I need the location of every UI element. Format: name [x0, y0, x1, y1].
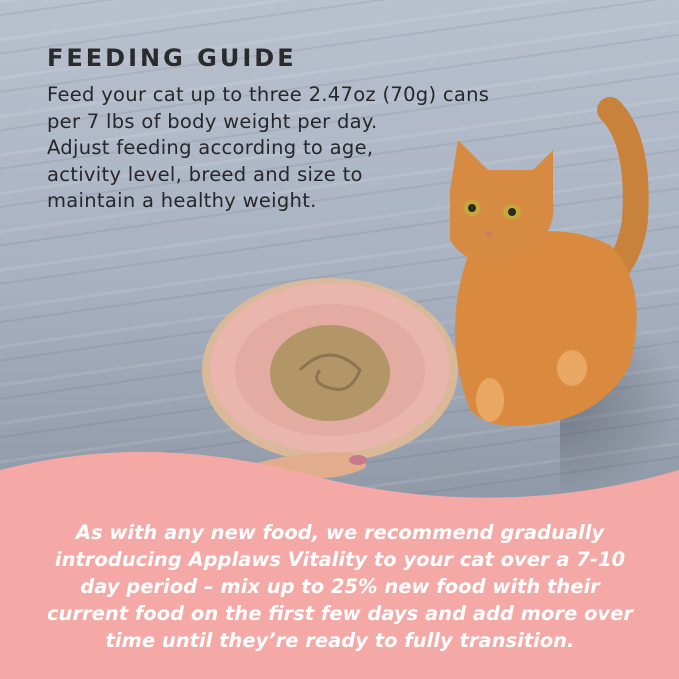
feeding-guide-line: activity level, breed and size to	[47, 162, 363, 186]
transition-note-line: time until they’re ready to fully transi…	[105, 629, 575, 652]
orange-tabby-cat	[450, 97, 649, 426]
transition-note-line: current food on the first few days and a…	[47, 602, 633, 625]
feeding-guide-line: per 7 lbs of body weight per day.	[47, 109, 378, 133]
cat-food-patty	[270, 325, 390, 421]
transition-note-line: day period – mix up to 25% new food with…	[80, 575, 600, 598]
feeding-guide-title: FEEDING GUIDE	[47, 44, 297, 72]
transition-note-line: introducing Applaws Vitality to your cat…	[54, 548, 626, 571]
transition-note: As with any new food, we recommend gradu…	[40, 519, 640, 654]
feeding-guide-line: Adjust feeding according to age,	[47, 136, 374, 159]
feeding-guide-line: Feed your cat up to three 2.47oz (70g) c…	[47, 83, 490, 106]
transition-note-line: As with any new food, we recommend gradu…	[75, 521, 605, 544]
feeding-guide-text: Feed your cat up to three 2.47oz (70g) c…	[47, 82, 567, 215]
feeding-guide-line: maintain a healthy weight.	[47, 189, 317, 212]
